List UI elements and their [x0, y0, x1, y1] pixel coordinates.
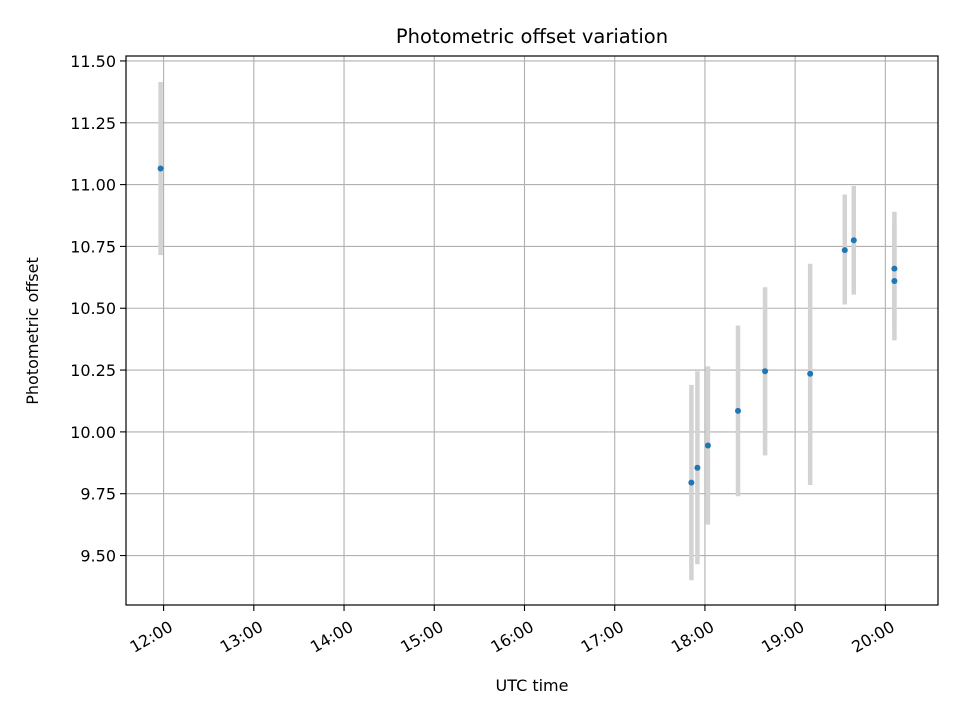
plot-frame — [125, 55, 939, 606]
data-point — [157, 165, 164, 172]
data-point — [891, 265, 898, 272]
y-tick-label: 9.75 — [80, 485, 116, 504]
y-axis-ticks: 9.50 9.75 10.00 10.25 10.50 10.75 11.00 11.25 11… — [70, 52, 126, 566]
y-tick-label: 9.50 — [80, 547, 116, 566]
y-tick-label: 10.75 — [70, 237, 116, 256]
y-tick-label: 11.00 — [70, 176, 116, 195]
data-point — [841, 247, 848, 254]
data-point — [762, 368, 769, 375]
chart-title: Photometric offset variation — [396, 25, 668, 48]
x-axis-label: UTC time — [496, 676, 569, 695]
data-point — [688, 479, 695, 486]
data-point — [694, 464, 701, 471]
data-point — [850, 237, 857, 244]
y-tick-label: 11.50 — [70, 52, 116, 71]
y-axis-label: Photometric offset — [23, 257, 42, 405]
data-points — [157, 165, 898, 486]
y-tick-label: 11.25 — [70, 114, 116, 133]
y-tick-label: 10.50 — [70, 299, 116, 318]
grid — [126, 56, 938, 605]
data-point — [735, 407, 742, 414]
data-point — [807, 370, 814, 377]
y-tick-label: 10.00 — [70, 423, 116, 442]
data-point — [704, 442, 711, 449]
y-tick-label: 10.25 — [70, 361, 116, 380]
data-point — [891, 278, 898, 285]
